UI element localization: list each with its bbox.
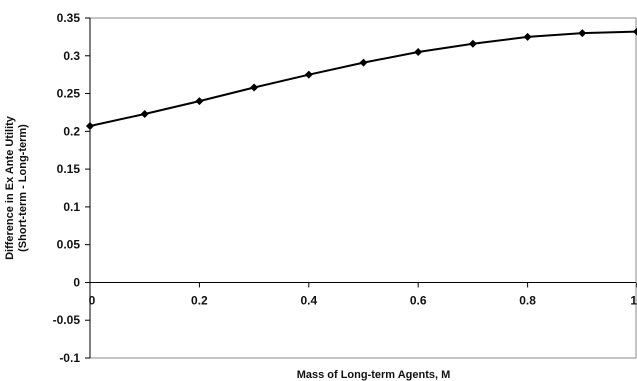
y-tick-label: -0.05 bbox=[53, 313, 81, 327]
y-tick-label: 0.05 bbox=[57, 238, 81, 252]
x-tick-label: 0.4 bbox=[300, 293, 317, 307]
x-axis-title: Mass of Long-term Agents, M bbox=[297, 369, 451, 381]
data-point bbox=[414, 48, 423, 56]
y-tick-label: 0.2 bbox=[63, 124, 80, 138]
y-tick-label: 0.35 bbox=[57, 11, 81, 25]
data-point bbox=[468, 39, 477, 48]
x-tick-label: 1 bbox=[630, 293, 637, 307]
y-tick-label: 0 bbox=[73, 275, 80, 289]
data-point bbox=[633, 27, 637, 36]
y-tick-label: 0.3 bbox=[63, 49, 80, 63]
data-point bbox=[195, 97, 204, 106]
y-tick-label: 0.25 bbox=[57, 87, 81, 101]
data-point bbox=[578, 29, 587, 38]
x-tick-label: 0.6 bbox=[410, 293, 427, 307]
y-tick-label: -0.1 bbox=[59, 351, 80, 365]
data-point bbox=[250, 83, 259, 92]
data-point bbox=[140, 109, 149, 118]
x-tick-label: 0.2 bbox=[191, 293, 208, 307]
y-axis-title-line: (Short-term - Long-term) bbox=[17, 124, 29, 252]
y-tick-label: 0.1 bbox=[63, 200, 80, 214]
y-axis-title-line: Difference in Ex Ante Utility bbox=[4, 115, 16, 260]
series-line bbox=[89, 30, 637, 127]
data-point bbox=[359, 58, 368, 67]
data-point bbox=[304, 70, 313, 79]
y-tick-label: 0.15 bbox=[57, 162, 81, 176]
data-point bbox=[86, 122, 94, 131]
x-tick-label: 0.8 bbox=[519, 293, 536, 307]
data-point bbox=[523, 32, 532, 41]
x-tick-label: 0 bbox=[89, 293, 96, 307]
